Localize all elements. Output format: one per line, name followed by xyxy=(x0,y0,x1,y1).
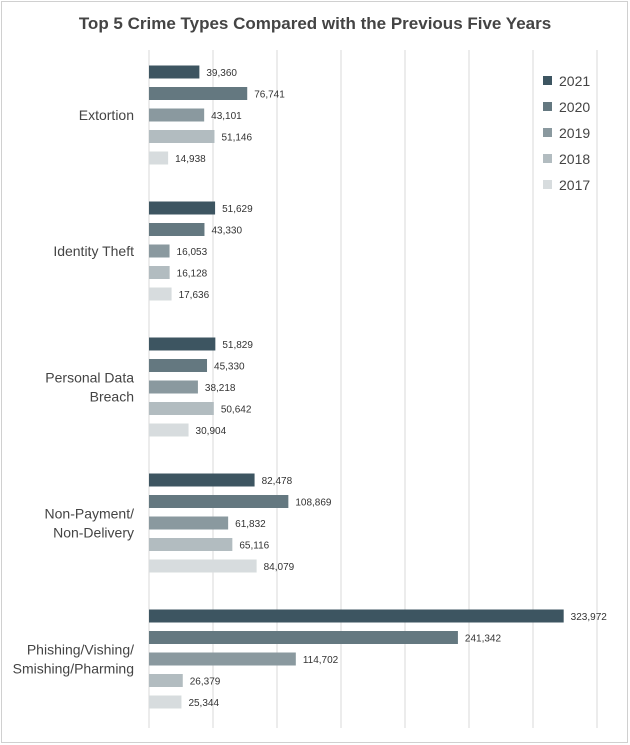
data-label: 16,053 xyxy=(177,247,208,258)
bar-2017 xyxy=(149,287,172,301)
legend-label: 2020 xyxy=(559,99,590,115)
data-label: 323,972 xyxy=(571,612,608,623)
legend-swatch-2021 xyxy=(543,76,552,85)
legend-label: 2018 xyxy=(559,151,590,167)
data-label: 51,146 xyxy=(221,133,252,144)
data-label: 43,330 xyxy=(211,226,242,237)
data-label: 76,741 xyxy=(254,90,285,101)
bar-2021 xyxy=(149,609,564,623)
bar-2019 xyxy=(149,244,170,258)
chart-title: Top 5 Crime Types Compared with the Prev… xyxy=(78,14,552,33)
bar-2018 xyxy=(149,402,214,415)
legend-swatch-2020 xyxy=(543,102,552,111)
category-label: Non-Payment/Non-Delivery xyxy=(45,506,135,541)
data-label: 26,379 xyxy=(190,677,221,688)
bar-2018 xyxy=(149,538,233,551)
legend-swatch-2017 xyxy=(543,180,552,189)
bar-2019 xyxy=(149,652,296,666)
bar-2020 xyxy=(149,495,289,508)
data-label: 108,869 xyxy=(295,498,332,509)
bar-2017 xyxy=(149,559,257,573)
bar-2019 xyxy=(149,108,205,122)
legend-swatch-2018 xyxy=(543,154,552,163)
legend-label: 2021 xyxy=(559,73,590,89)
data-label: 38,218 xyxy=(205,383,236,394)
bar-2021 xyxy=(149,337,216,351)
data-label: 61,832 xyxy=(235,519,266,530)
data-label: 16,128 xyxy=(177,269,208,280)
bar-2018 xyxy=(149,130,215,143)
bar-2018 xyxy=(149,674,183,687)
bar-2020 xyxy=(149,359,208,372)
data-label: 14,938 xyxy=(175,154,206,165)
data-label: 51,829 xyxy=(222,340,253,351)
data-label: 82,478 xyxy=(262,476,293,487)
legend-label: 2017 xyxy=(559,177,590,193)
legend-swatch-2019 xyxy=(543,128,552,137)
data-label: 45,330 xyxy=(214,362,245,373)
category-label: Personal Data Breach xyxy=(45,370,134,405)
data-label: 84,079 xyxy=(264,562,295,573)
category-label: Phishing/Vishing/Smishing/Pharming xyxy=(13,642,134,677)
category-label: Identity Theft xyxy=(53,243,134,259)
bar-2021 xyxy=(149,65,200,79)
data-label: 50,642 xyxy=(221,405,252,416)
legend-label: 2019 xyxy=(559,125,590,141)
data-label: 39,360 xyxy=(206,68,237,79)
bar-2020 xyxy=(149,631,458,644)
data-label: 25,344 xyxy=(188,698,219,709)
bar-2020 xyxy=(149,87,248,100)
bar-2018 xyxy=(149,266,170,279)
data-label: 43,101 xyxy=(211,111,242,122)
bar-2020 xyxy=(149,223,205,236)
bar-2017 xyxy=(149,151,169,165)
bar-2021 xyxy=(149,201,216,215)
data-label: 65,116 xyxy=(239,541,269,552)
data-label: 17,636 xyxy=(179,290,210,301)
bar-2021 xyxy=(149,473,255,487)
bar-2019 xyxy=(149,380,198,394)
data-label: 51,629 xyxy=(222,204,253,215)
data-label: 241,342 xyxy=(465,634,502,645)
bar-2017 xyxy=(149,423,189,437)
category-label: Extortion xyxy=(79,107,134,123)
data-label: 114,702 xyxy=(303,655,339,666)
bar-2017 xyxy=(149,695,182,709)
data-label: 30,904 xyxy=(196,426,227,437)
bar-2019 xyxy=(149,516,229,530)
